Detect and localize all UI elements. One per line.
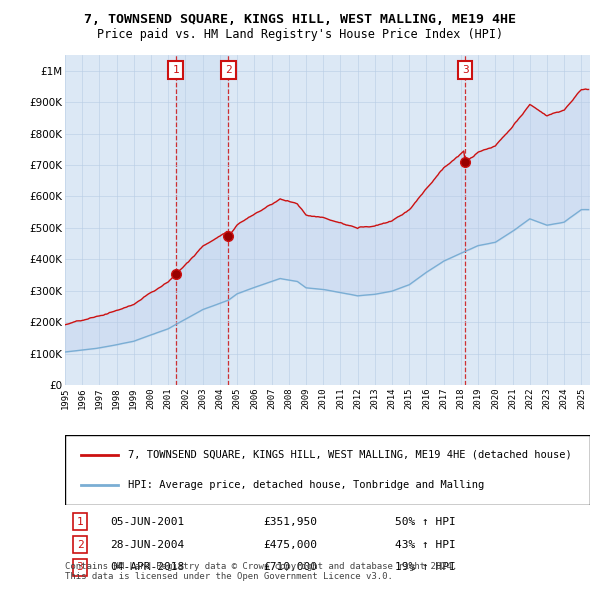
Text: 43% ↑ HPI: 43% ↑ HPI bbox=[395, 539, 456, 549]
Text: 3: 3 bbox=[77, 562, 83, 572]
Text: HPI: Average price, detached house, Tonbridge and Malling: HPI: Average price, detached house, Tonb… bbox=[128, 480, 484, 490]
Text: 7, TOWNSEND SQUARE, KINGS HILL, WEST MALLING, ME19 4HE: 7, TOWNSEND SQUARE, KINGS HILL, WEST MAL… bbox=[84, 13, 516, 26]
Text: 1: 1 bbox=[172, 65, 179, 75]
Text: 50% ↑ HPI: 50% ↑ HPI bbox=[395, 517, 456, 527]
Text: 7, TOWNSEND SQUARE, KINGS HILL, WEST MALLING, ME19 4HE (detached house): 7, TOWNSEND SQUARE, KINGS HILL, WEST MAL… bbox=[128, 450, 572, 460]
Text: Price paid vs. HM Land Registry's House Price Index (HPI): Price paid vs. HM Land Registry's House … bbox=[97, 28, 503, 41]
Text: £710,000: £710,000 bbox=[263, 562, 317, 572]
Text: 28-JUN-2004: 28-JUN-2004 bbox=[110, 539, 184, 549]
Text: 2: 2 bbox=[225, 65, 232, 75]
Text: 1: 1 bbox=[77, 517, 83, 527]
Text: 19% ↑ HPI: 19% ↑ HPI bbox=[395, 562, 456, 572]
Bar bbox=[176, 55, 229, 385]
Text: 2: 2 bbox=[77, 539, 83, 549]
Text: £351,950: £351,950 bbox=[263, 517, 317, 527]
Text: Contains HM Land Registry data © Crown copyright and database right 2024.
This d: Contains HM Land Registry data © Crown c… bbox=[65, 562, 457, 581]
Text: 3: 3 bbox=[462, 65, 469, 75]
Text: 04-APR-2018: 04-APR-2018 bbox=[110, 562, 184, 572]
Text: 05-JUN-2001: 05-JUN-2001 bbox=[110, 517, 184, 527]
Text: £475,000: £475,000 bbox=[263, 539, 317, 549]
